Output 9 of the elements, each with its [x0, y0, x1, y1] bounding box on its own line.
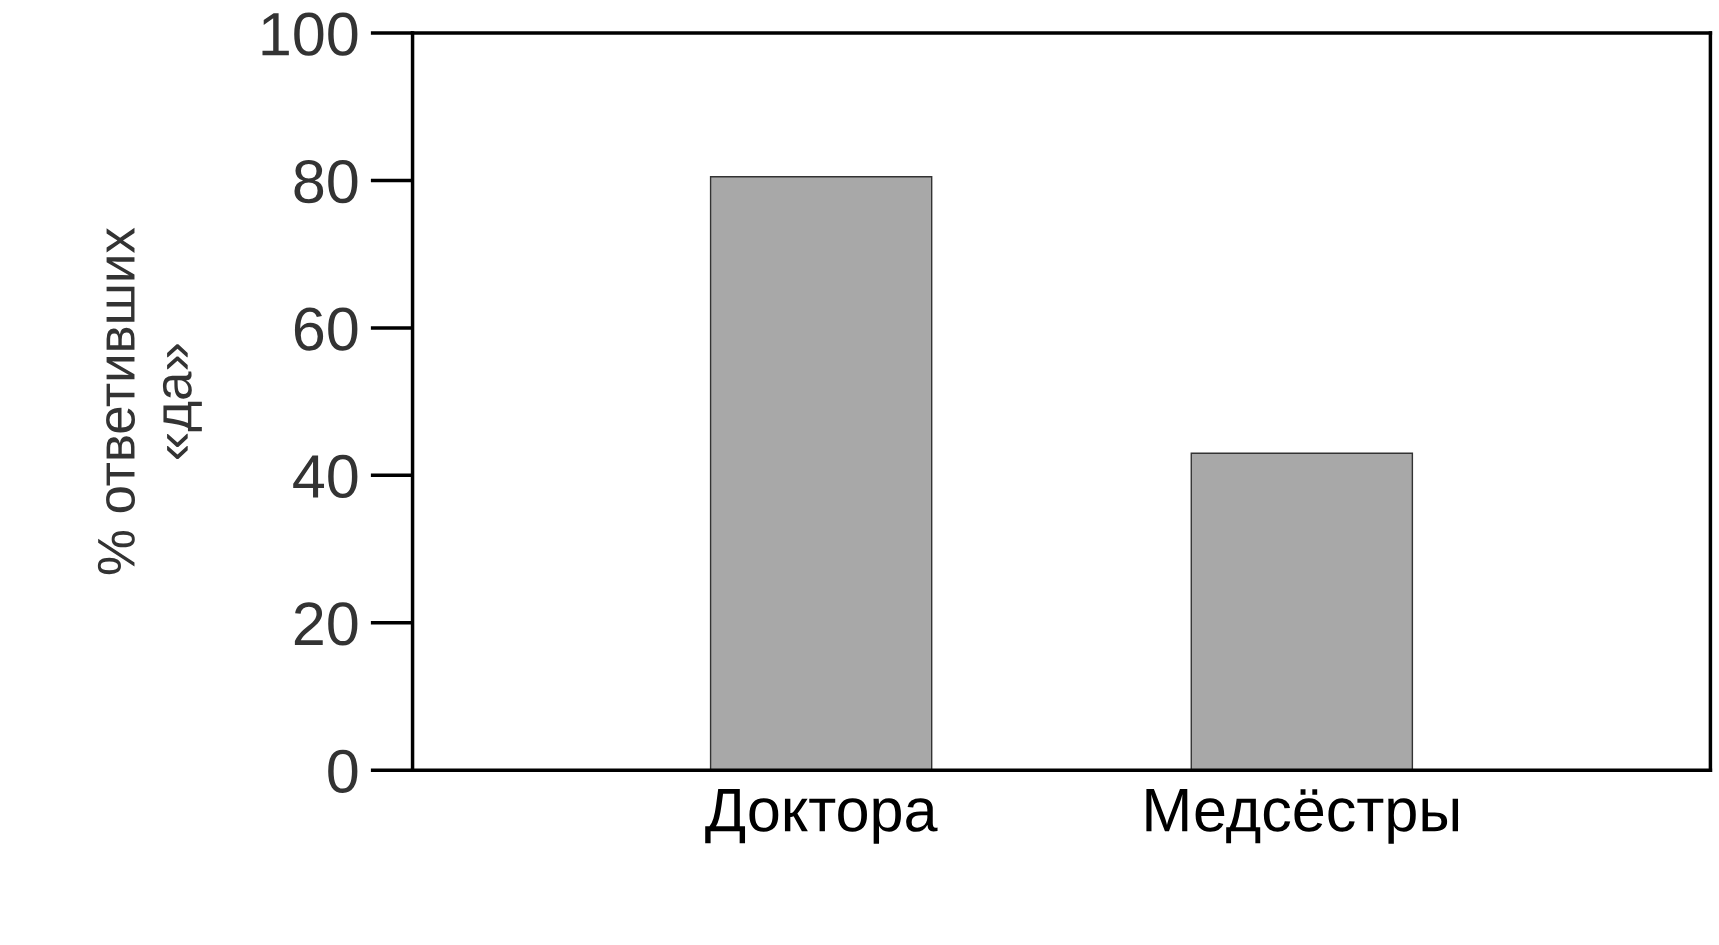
x-tick-label: Медсёстры	[1146, 789, 1459, 844]
x-tick-label: Доктора	[705, 789, 938, 844]
y-tick-label: 60	[294, 307, 358, 351]
y-tick-label: 20	[294, 602, 358, 646]
y-tick-label: 40	[293, 454, 358, 499]
y-axis-title: % ответивших «да»	[97, 227, 202, 575]
y-tick-label: 80	[294, 159, 358, 204]
y-tick-label: 100	[262, 12, 358, 56]
y-tick-label: 0	[328, 749, 358, 793]
